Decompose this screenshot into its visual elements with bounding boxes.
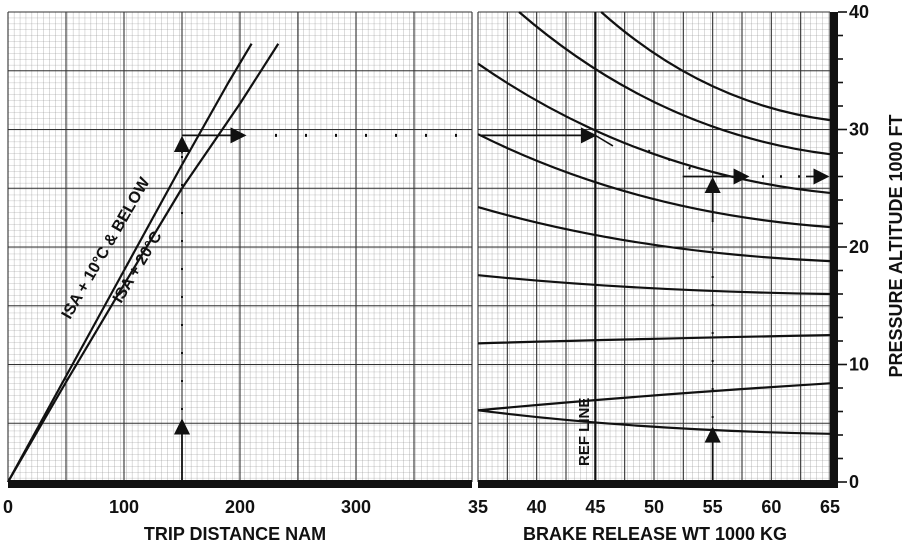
guide-line [477, 334, 831, 345]
y-tick-label: 30 [849, 120, 869, 140]
left-x-tick-label: 200 [225, 497, 255, 517]
right-x-axis-title: BRAKE RELEASE WT 1000 KG [523, 524, 787, 544]
ref-line-label: REF LINE [576, 398, 593, 466]
left-x-tick-labels: 0 100 200 300 [3, 497, 371, 517]
y-tick-label: 20 [849, 237, 869, 257]
right-x-tick-label: 55 [703, 497, 723, 517]
left-x-axis-title: TRIP DISTANCE NAM [144, 524, 326, 544]
left-curves [7, 43, 280, 483]
guide-line [518, 11, 831, 156]
right-x-axis-bar [478, 480, 832, 488]
right-x-tick-label: 40 [527, 497, 547, 517]
brake-release-weight-panel: 35 40 45 50 55 60 65 BRAKE RELEASE WT 1000 KG … [468, 2, 906, 544]
left-x-tick-label: 100 [109, 497, 139, 517]
y-tick-label: 10 [849, 355, 869, 375]
guide-line [477, 205, 831, 263]
isa-20-curve [7, 43, 280, 483]
right-x-tick-label: 35 [468, 497, 488, 517]
guide-line [477, 133, 831, 229]
right-example-path [480, 127, 830, 482]
right-y-axis-bar [830, 12, 838, 488]
guide-line [477, 382, 831, 412]
guide-line [477, 274, 831, 296]
trip-distance-panel: 0 100 200 300 TRIP DISTANCE NAM ISA + 10°C … [3, 11, 473, 544]
isa-10-curve [7, 43, 253, 483]
guide-line [477, 62, 831, 195]
y-tick-labels: 0 10 20 30 40 [838, 2, 869, 492]
y-tick-label: 40 [849, 2, 869, 22]
guide-lines [477, 11, 831, 435]
right-x-tick-label: 60 [761, 497, 781, 517]
right-x-tick-label: 65 [820, 497, 840, 517]
y-axis-title: PRESSURE ALTITUDE 1000 FT [886, 114, 906, 377]
guide-line [600, 11, 831, 122]
right-x-tick-labels: 35 40 45 50 55 60 65 [468, 497, 840, 517]
left-x-tick-label: 300 [341, 497, 371, 517]
parallel-guide-segment [594, 134, 614, 147]
y-tick-label: 0 [849, 472, 859, 492]
left-example-path [173, 127, 468, 482]
left-x-tick-label: 0 [3, 497, 13, 517]
right-x-tick-label: 45 [585, 497, 605, 517]
right-x-tick-label: 50 [644, 497, 664, 517]
left-x-axis-bar [8, 480, 472, 488]
guide-line [477, 409, 831, 435]
right-major-gridlines [477, 11, 831, 483]
